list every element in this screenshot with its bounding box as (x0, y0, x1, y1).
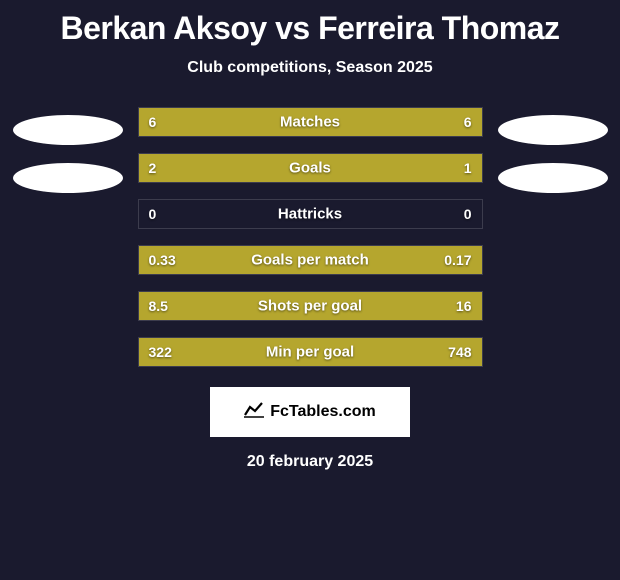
stat-label: Matches (280, 114, 340, 131)
logo-text: FcTables.com (270, 403, 376, 421)
stats-area: 6 6 Matches 2 1 Goals 0 0 Hattricks 0.33 0.17 Goals… (0, 107, 620, 367)
subtitle: Club competitions, Season 2025 (187, 59, 432, 77)
stat-value-left: 2 (149, 160, 157, 176)
stat-value-left: 8.5 (149, 298, 168, 314)
player-badge-right-2 (498, 163, 608, 193)
stat-value-right: 748 (448, 344, 471, 360)
player-badge-left-2 (13, 163, 123, 193)
right-badges (493, 107, 613, 193)
stat-row: 6 6 Matches (138, 107, 483, 137)
stat-row: 0 0 Hattricks (138, 199, 483, 229)
chart-icon (244, 402, 264, 423)
stat-row: 2 1 Goals (138, 153, 483, 183)
date-label: 20 february 2025 (247, 453, 373, 471)
stat-row: 0.33 0.17 Goals per match (138, 245, 483, 275)
stat-value-left: 0 (149, 206, 157, 222)
comparison-title: Berkan Aksoy vs Ferreira Thomaz (60, 10, 559, 47)
stat-row: 322 748 Min per goal (138, 337, 483, 367)
stat-value-right: 6 (464, 114, 472, 130)
stat-label: Goals per match (251, 252, 369, 269)
stat-row: 8.5 16 Shots per goal (138, 291, 483, 321)
stat-value-right: 0.17 (444, 252, 471, 268)
fctables-logo[interactable]: FcTables.com (210, 387, 410, 437)
stat-value-left: 322 (149, 344, 172, 360)
stat-label: Hattricks (278, 206, 342, 223)
stat-label: Shots per goal (258, 298, 362, 315)
stat-label: Goals (289, 160, 331, 177)
stat-value-right: 0 (464, 206, 472, 222)
left-badges (8, 107, 128, 193)
stat-value-right: 1 (464, 160, 472, 176)
stat-value-left: 0.33 (149, 252, 176, 268)
stat-value-left: 6 (149, 114, 157, 130)
player-badge-right-1 (498, 115, 608, 145)
player-badge-left-1 (13, 115, 123, 145)
stat-label: Min per goal (266, 344, 354, 361)
stat-bars: 6 6 Matches 2 1 Goals 0 0 Hattricks 0.33 0.17 Goals… (138, 107, 483, 367)
stat-value-right: 16 (456, 298, 472, 314)
